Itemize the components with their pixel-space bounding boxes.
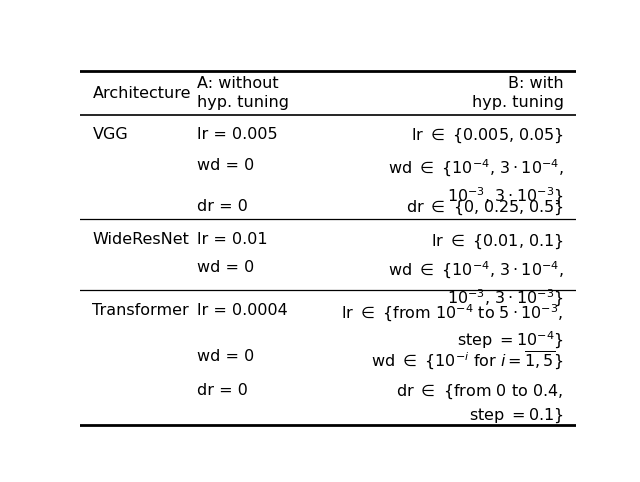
Text: VGG: VGG — [92, 126, 128, 142]
Text: dr $\in$ {from 0 to 0.4,
step $= 0.1$}: dr $\in$ {from 0 to 0.4, step $= 0.1$} — [396, 383, 564, 425]
Text: B: with
hyp. tuning: B: with hyp. tuning — [472, 76, 564, 110]
Text: WideResNet: WideResNet — [92, 232, 189, 247]
Text: Transformer: Transformer — [92, 303, 189, 318]
Text: wd $\in$ {$10^{-4}$, $3 \cdot 10^{-4}$,
$10^{-3}$, $3 \cdot 10^{-3}$}: wd $\in$ {$10^{-4}$, $3 \cdot 10^{-4}$, … — [388, 158, 564, 207]
Text: lr $\in$ {0.01, 0.1}: lr $\in$ {0.01, 0.1} — [431, 232, 564, 251]
Text: wd = 0: wd = 0 — [196, 260, 254, 275]
Text: dr = 0: dr = 0 — [196, 199, 248, 214]
Text: wd $\in$ {$10^{-4}$, $3 \cdot 10^{-4}$,
$10^{-3}$, $3 \cdot 10^{-3}$}: wd $\in$ {$10^{-4}$, $3 \cdot 10^{-4}$, … — [388, 260, 564, 308]
Text: A: without
hyp. tuning: A: without hyp. tuning — [196, 76, 289, 110]
Text: lr = 0.005: lr = 0.005 — [196, 126, 277, 142]
Text: dr = 0: dr = 0 — [196, 383, 248, 398]
Text: wd = 0: wd = 0 — [196, 158, 254, 173]
Text: lr = 0.01: lr = 0.01 — [196, 232, 267, 247]
Text: lr $\in$ {from $10^{-4}$ to $5 \cdot 10^{-3}$,
step $= 10^{-4}$}: lr $\in$ {from $10^{-4}$ to $5 \cdot 10^… — [341, 303, 564, 351]
Text: wd = 0: wd = 0 — [196, 349, 254, 364]
Text: wd $\in$ {$10^{-i}$ for $i = \overline{1, 5}$}: wd $\in$ {$10^{-i}$ for $i = \overline{1… — [371, 349, 564, 372]
Text: lr = 0.0004: lr = 0.0004 — [196, 303, 287, 318]
Text: dr $\in$ {0, 0.25, 0.5}: dr $\in$ {0, 0.25, 0.5} — [406, 199, 564, 217]
Text: lr $\in$ {0.005, 0.05}: lr $\in$ {0.005, 0.05} — [411, 126, 564, 145]
Text: Architecture: Architecture — [92, 86, 191, 101]
